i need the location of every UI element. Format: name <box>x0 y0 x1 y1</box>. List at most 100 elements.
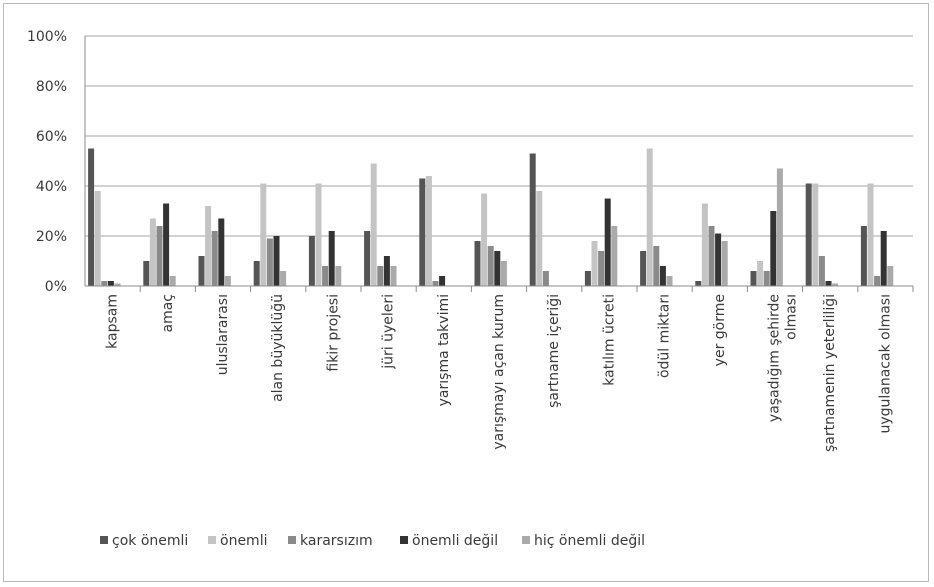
bar <box>653 246 660 286</box>
x-tick-label: yarışmayı açan kurum <box>491 294 507 450</box>
bar <box>114 283 121 286</box>
legend-item: önemli <box>208 533 267 549</box>
bar <box>721 241 728 286</box>
y-axis: 0% 20% 40% 60% 80% 100% <box>27 29 86 295</box>
bar <box>328 231 335 286</box>
y-tick-label: 80% <box>36 79 67 95</box>
bar <box>542 271 549 286</box>
bar <box>211 231 218 286</box>
bar <box>646 148 653 286</box>
bar <box>770 211 777 286</box>
bar <box>500 261 507 286</box>
legend-swatch <box>208 536 216 544</box>
bar <box>887 266 894 286</box>
bar <box>604 198 611 286</box>
x-tick-label: yer görme <box>712 294 728 366</box>
x-tick-label: şartnamenin yeterliliği <box>822 294 838 452</box>
legend-label: önemli <box>220 533 267 549</box>
bar <box>377 266 384 286</box>
bar <box>322 266 329 286</box>
bar <box>487 246 494 286</box>
bar <box>536 191 543 286</box>
y-tick-label: 0% <box>45 279 67 295</box>
bar <box>308 236 315 286</box>
bar <box>143 261 150 286</box>
bar <box>149 218 156 286</box>
legend-label: hiç önemli değil <box>534 533 645 549</box>
bar <box>818 256 825 286</box>
bar <box>260 183 267 286</box>
legend-label: önemli değil <box>412 533 498 549</box>
x-tick-label: uygulanacak olması <box>877 294 893 434</box>
bar <box>874 276 881 286</box>
bar <box>315 183 322 286</box>
bar <box>94 191 101 286</box>
legend-swatch <box>288 536 296 544</box>
x-tick-label: yaşadığım şehirde <box>767 294 783 422</box>
x-tick-label: ödül miktarı <box>657 294 673 378</box>
legend-swatch <box>400 536 408 544</box>
y-tick-label: 40% <box>36 179 67 195</box>
bar <box>812 183 819 286</box>
bar <box>494 251 501 286</box>
bar <box>280 271 287 286</box>
x-tick-label: katılım ücreti <box>601 294 617 386</box>
legend: çok önemli önemli kararsızım önemli değil hi… <box>100 533 645 549</box>
bar <box>163 203 170 286</box>
bar <box>156 226 163 286</box>
bar <box>481 193 488 286</box>
x-tick-label: şartname içeriği <box>546 294 562 408</box>
bar <box>805 183 812 286</box>
legend-swatch <box>100 536 108 544</box>
bar <box>763 271 770 286</box>
legend-label: çok önemli <box>112 533 188 549</box>
legend-item: hiç önemli değil <box>522 533 645 549</box>
x-tick-label: fikir projesi <box>325 294 341 372</box>
bar <box>390 266 397 286</box>
bar <box>419 178 426 286</box>
bar <box>474 241 481 286</box>
bar <box>205 206 212 286</box>
bar <box>218 218 225 286</box>
bar <box>776 168 783 286</box>
bar <box>335 266 342 286</box>
bar <box>757 261 764 286</box>
bar <box>598 251 605 286</box>
bar <box>591 241 598 286</box>
bar <box>432 281 439 286</box>
bar <box>364 231 371 286</box>
bar <box>832 283 839 286</box>
bar <box>198 256 205 286</box>
bar <box>611 226 618 286</box>
x-tick-label: alan büyüklüğü <box>270 294 286 402</box>
bar <box>425 176 432 286</box>
bar <box>88 148 95 286</box>
x-tick-label: kapsam <box>105 294 121 349</box>
bar <box>825 281 832 286</box>
bar <box>750 271 757 286</box>
bar <box>584 271 591 286</box>
legend-label: kararsızım <box>300 533 373 549</box>
x-tick-label: yarışma takvimi <box>436 294 452 406</box>
bar <box>253 261 260 286</box>
bar <box>640 251 647 286</box>
bar <box>708 226 715 286</box>
bar <box>715 233 722 286</box>
bar <box>273 236 280 286</box>
legend-item: önemli değil <box>400 533 498 549</box>
bar <box>224 276 231 286</box>
x-tick-label: uluslararası <box>215 294 231 375</box>
bar <box>529 153 536 286</box>
x-tick-label: amaç <box>160 294 176 333</box>
bar <box>880 231 887 286</box>
bar <box>370 163 377 286</box>
y-tick-label: 60% <box>36 129 67 145</box>
x-axis: kapsam amaç uluslararası alan büyüklüğü fiki… <box>85 285 914 452</box>
y-tick-label: 100% <box>27 29 67 45</box>
bar <box>860 226 867 286</box>
x-tick-label: jüri üyeleri <box>381 294 397 370</box>
bar <box>101 281 108 286</box>
bars <box>88 148 894 286</box>
legend-item: kararsızım <box>288 533 373 549</box>
